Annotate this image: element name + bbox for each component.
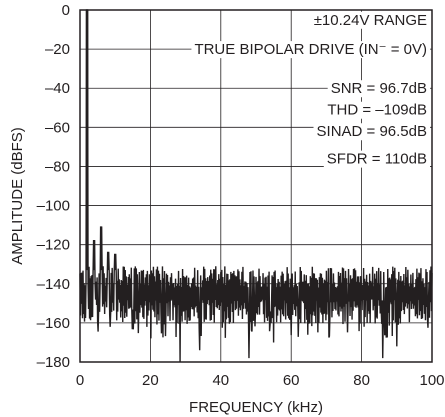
annotation-4: SINAD = 96.5dB	[313, 123, 430, 141]
annotation-5: SFDR = 110dB	[323, 150, 430, 168]
spectrum-line	[79, 9, 433, 363]
y-tick-label-7: –140	[37, 276, 70, 293]
annotation-text-3: THD = –109dB	[327, 102, 427, 119]
y-tick-label-5: –100	[37, 198, 70, 215]
y-tick-label-8: –160	[37, 315, 70, 332]
annotation-2: SNR = 96.7dB	[327, 80, 430, 98]
annotation-text-5: SFDR = 110dB	[327, 151, 427, 168]
annotation-bg-5	[323, 150, 430, 168]
x-axis-label: FREQUENCY (kHz)	[189, 399, 323, 416]
y-tick-label-4: –80	[45, 158, 70, 175]
y-tick-label-1: –20	[45, 41, 70, 58]
y-tick-label-2: –40	[45, 80, 70, 97]
x-tick-label-1: 20	[142, 372, 159, 389]
x-tick-label-3: 60	[283, 372, 300, 389]
annotation-text-1: TRUE BIPOLAR DRIVE (IN⁻ = 0V)	[194, 41, 427, 58]
y-tick-label-0: 0	[62, 2, 70, 19]
x-tick-label-2: 40	[212, 372, 229, 389]
plot-frame	[79, 9, 433, 363]
annotation-0: ±10.24V RANGE	[310, 11, 430, 29]
annotation-bg-2	[327, 80, 430, 98]
annotation-bg-0	[310, 11, 430, 29]
annotation-3: THD = –109dB	[324, 101, 430, 119]
annotation-group: ±10.24V RANGE TRUE BIPOLAR DRIVE (IN⁻ = 0…	[191, 11, 430, 168]
y-tick-label-6: –120	[37, 237, 70, 254]
annotation-bg-4	[313, 123, 430, 141]
y-tick-label-3: –60	[45, 119, 70, 136]
spectrum-trace	[79, 9, 433, 363]
annotation-bg-3	[324, 101, 430, 119]
y-tick-label-9: –180	[37, 354, 70, 371]
annotation-1: TRUE BIPOLAR DRIVE (IN⁻ = 0V)	[191, 41, 430, 59]
annotation-bg-1	[191, 41, 430, 59]
annotation-text-0: ±10.24V RANGE	[314, 12, 427, 29]
y-axis-ticks: 0 –20 –40 –60 –80 –100 –120 –140 –160 –180	[37, 2, 70, 371]
x-axis-ticks: 0 20 40 60 80 100	[76, 372, 445, 389]
x-tick-label-5: 100	[419, 372, 444, 389]
y-axis-label: AMPLITUDE (dBFS)	[9, 127, 26, 265]
annotation-text-4: SINAD = 96.5dB	[317, 123, 427, 140]
annotation-text-2: SNR = 96.7dB	[331, 80, 427, 97]
x-tick-label-0: 0	[76, 372, 84, 389]
x-tick-label-4: 80	[353, 372, 370, 389]
